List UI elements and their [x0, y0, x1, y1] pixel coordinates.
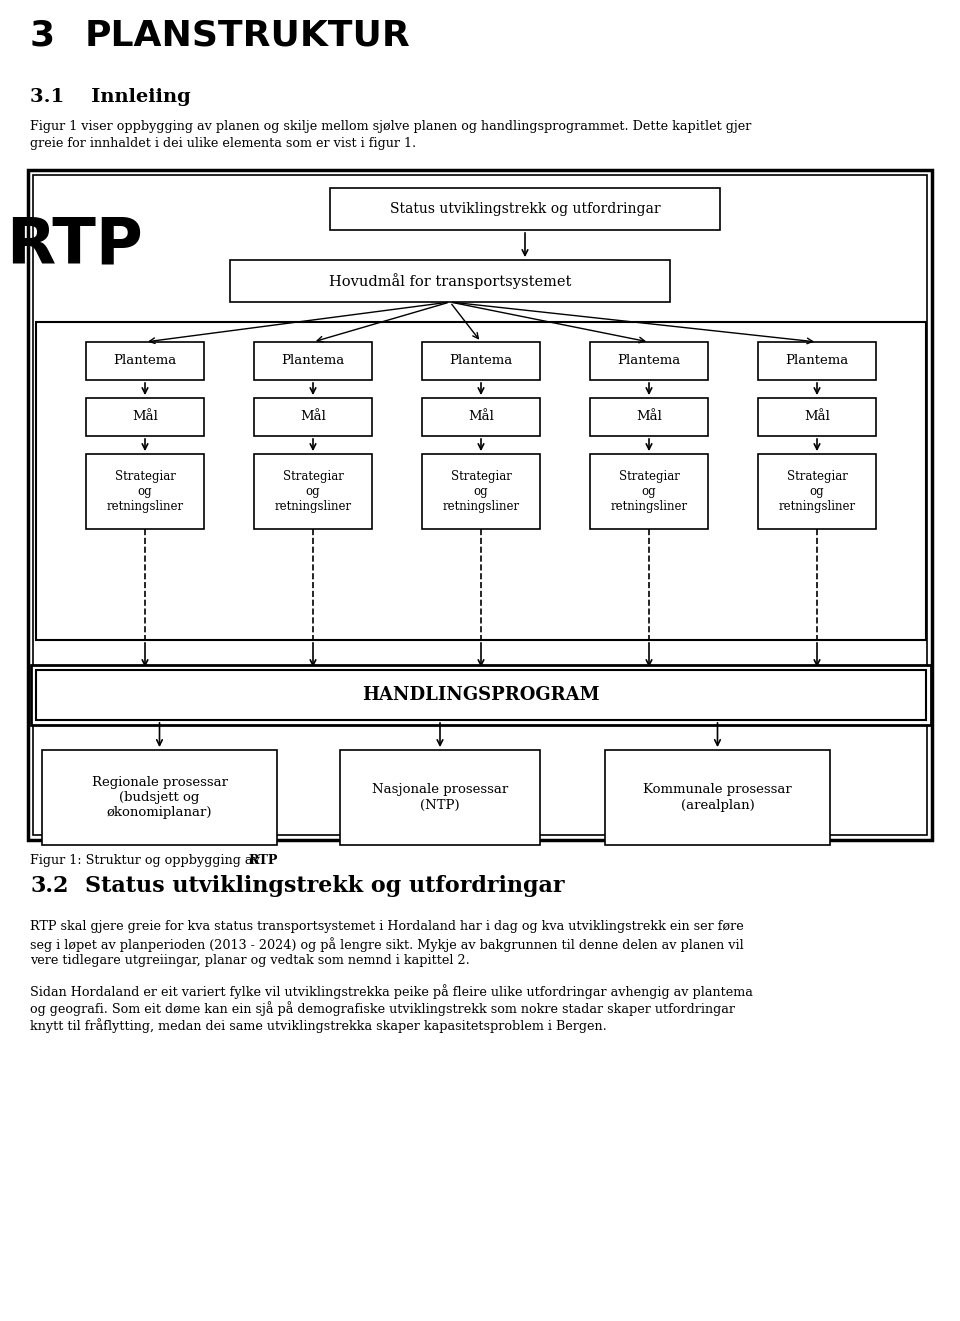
Bar: [254, 398, 372, 436]
Text: Mål: Mål: [804, 411, 830, 424]
Bar: [86, 342, 204, 380]
Text: knytt til fråflytting, medan dei same utviklingstrekka skaper kapasitetsproblem : knytt til fråflytting, medan dei same ut…: [30, 1018, 607, 1033]
Bar: [422, 454, 540, 528]
Text: 3.2: 3.2: [30, 875, 68, 897]
Bar: [422, 398, 540, 436]
Text: greie for innhaldet i dei ulike elementa som er vist i figur 1.: greie for innhaldet i dei ulike elementa…: [30, 137, 416, 151]
Bar: [758, 398, 876, 436]
Text: HANDLINGSPROGRAM: HANDLINGSPROGRAM: [362, 686, 600, 704]
Bar: [605, 750, 830, 845]
Bar: [28, 170, 932, 840]
Bar: [31, 664, 931, 725]
Bar: [33, 174, 927, 835]
Text: Figur 1 viser oppbygging av planen og skilje mellom sjølve planen og handlingspr: Figur 1 viser oppbygging av planen og sk…: [30, 120, 752, 133]
Bar: [340, 750, 540, 845]
Text: Kommunale prosessar
(arealplan): Kommunale prosessar (arealplan): [643, 783, 792, 811]
Bar: [758, 454, 876, 528]
Bar: [758, 342, 876, 380]
Text: Strategiar
og
retningsliner: Strategiar og retningsliner: [611, 470, 687, 513]
Bar: [254, 342, 372, 380]
Bar: [86, 398, 204, 436]
Text: Regionale prosessar
(budsjett og
økonomiplanar): Regionale prosessar (budsjett og økonomi…: [91, 775, 228, 819]
Bar: [254, 454, 372, 528]
Text: Status utviklingstrekk og utfordringar: Status utviklingstrekk og utfordringar: [390, 202, 660, 217]
Text: vere tidlegare utgreiingar, planar og vedtak som nemnd i kapittel 2.: vere tidlegare utgreiingar, planar og ve…: [30, 954, 469, 967]
Text: Strategiar
og
retningsliner: Strategiar og retningsliner: [275, 470, 351, 513]
Text: Nasjonale prosessar
(NTP): Nasjonale prosessar (NTP): [372, 783, 508, 811]
Bar: [36, 670, 926, 720]
Text: Strategiar
og
retningsliner: Strategiar og retningsliner: [779, 470, 855, 513]
Bar: [330, 188, 720, 230]
Bar: [590, 454, 708, 528]
Text: seg i løpet av planperioden (2013 - 2024) og på lengre sikt. Mykje av bakgrunnen: seg i løpet av planperioden (2013 - 2024…: [30, 937, 744, 952]
Bar: [422, 342, 540, 380]
Bar: [86, 454, 204, 528]
Text: Plantema: Plantema: [785, 354, 849, 367]
Text: Sidan Hordaland er eit variert fylke vil utviklingstrekka peike på fleire ulike : Sidan Hordaland er eit variert fylke vil…: [30, 984, 753, 999]
Text: RTP: RTP: [7, 214, 143, 276]
Bar: [36, 322, 926, 639]
Text: PLANSTRUKTUR: PLANSTRUKTUR: [85, 18, 411, 52]
Text: Mål: Mål: [468, 411, 494, 424]
Bar: [590, 342, 708, 380]
Text: Mål: Mål: [132, 411, 158, 424]
Text: Mål: Mål: [636, 411, 662, 424]
Text: Status utviklingstrekk og utfordringar: Status utviklingstrekk og utfordringar: [85, 875, 564, 897]
Text: Plantema: Plantema: [449, 354, 513, 367]
Text: 3: 3: [30, 18, 55, 52]
Text: RTP skal gjere greie for kva status transportsystemet i Hordaland har i dag og k: RTP skal gjere greie for kva status tran…: [30, 919, 744, 933]
Text: Mål: Mål: [300, 411, 326, 424]
Text: RTP: RTP: [248, 853, 277, 867]
Bar: [590, 398, 708, 436]
Text: Plantema: Plantema: [281, 354, 345, 367]
Bar: [42, 750, 277, 845]
Text: Strategiar
og
retningsliner: Strategiar og retningsliner: [443, 470, 519, 513]
Text: Hovudmål for transportsystemet: Hovudmål for transportsystemet: [329, 273, 571, 289]
Bar: [230, 260, 670, 303]
Text: Plantema: Plantema: [113, 354, 177, 367]
Text: Plantema: Plantema: [617, 354, 681, 367]
Text: 3.1    Innleiing: 3.1 Innleiing: [30, 89, 191, 106]
Text: Figur 1: Struktur og oppbygging av: Figur 1: Struktur og oppbygging av: [30, 853, 264, 867]
Text: og geografi. Som eit døme kan ein sjå på demografiske utviklingstrekk som nokre : og geografi. Som eit døme kan ein sjå på…: [30, 1001, 735, 1016]
Text: Strategiar
og
retningsliner: Strategiar og retningsliner: [107, 470, 183, 513]
